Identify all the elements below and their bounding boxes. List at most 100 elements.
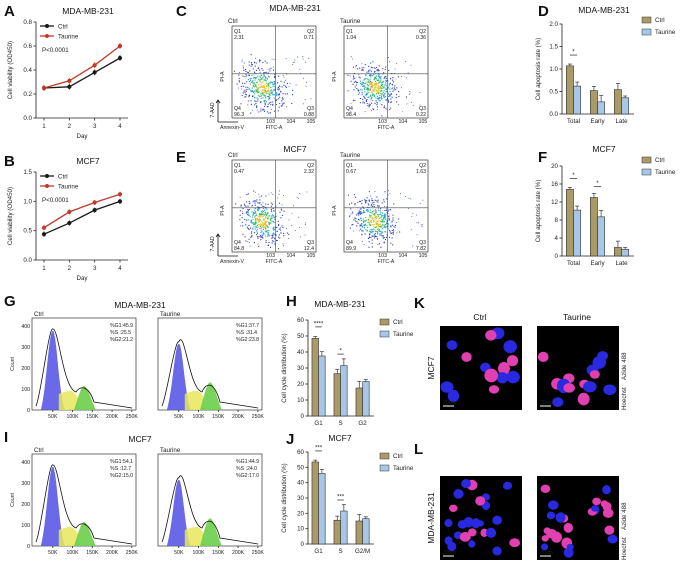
event-dot (372, 235, 374, 237)
event-dot (365, 201, 367, 203)
event-dot (263, 72, 265, 74)
legend-label: Taurine (58, 184, 79, 191)
event-dot (263, 74, 265, 76)
event-dot (370, 212, 372, 214)
s-phase (184, 391, 204, 410)
event-dot (374, 199, 376, 201)
event-dot-sparse (417, 222, 419, 224)
hist-x-tick-label: 150K (212, 414, 225, 420)
event-dot (258, 78, 260, 80)
event-dot (376, 66, 378, 68)
event-dot-sparse (302, 103, 304, 105)
event-dot-sparse (306, 191, 308, 193)
event-dot (387, 93, 389, 95)
event-dot (239, 219, 241, 221)
event-dot (251, 222, 253, 224)
event-dot (366, 87, 368, 89)
event-dot (378, 96, 380, 99)
event-dot (274, 243, 276, 245)
event-dot (358, 212, 360, 214)
event-dot (244, 82, 246, 85)
event-dot (263, 108, 265, 110)
event-dot (270, 67, 272, 69)
event-dot-sparse (278, 193, 280, 195)
event-dot (380, 223, 382, 225)
event-dot (281, 97, 284, 99)
event-dot (378, 225, 381, 228)
event-dot (367, 226, 369, 229)
event-dot (362, 230, 364, 232)
event-dot-sparse (251, 103, 253, 105)
event-dot (380, 225, 382, 227)
event-dot-sparse (249, 245, 251, 247)
event-dot (261, 78, 263, 80)
event-dot (373, 234, 375, 236)
event-dot (257, 84, 259, 86)
event-dot (260, 236, 262, 238)
x-tick-label-D: Total (567, 118, 580, 125)
event-dot (375, 100, 377, 102)
event-dot (264, 235, 267, 237)
event-dot (363, 85, 365, 87)
event-dot-sparse (421, 224, 423, 226)
event-dot (376, 91, 378, 93)
event-dot (254, 79, 256, 81)
q1-value: 2.31 (234, 35, 244, 41)
event-dot (264, 212, 267, 214)
flow-x-axis-label: FITC-A (378, 125, 395, 131)
event-dot (370, 222, 372, 224)
event-dot (376, 84, 378, 86)
event-dot (377, 199, 379, 201)
event-dot (263, 227, 265, 229)
x-axis-label-A: Day (76, 133, 88, 140)
event-dot (369, 224, 371, 226)
event-dot-sparse (285, 228, 287, 229)
event-dot (386, 79, 388, 82)
event-dot-sparse (386, 219, 388, 221)
event-dot (385, 223, 387, 225)
x-tick-label-F: Late (615, 260, 628, 267)
event-dot (277, 94, 279, 96)
q3-label: Q3 (307, 106, 314, 112)
event-dot-sparse (259, 219, 261, 221)
event-dot (373, 90, 375, 92)
event-dot (378, 74, 380, 76)
event-dot (363, 207, 365, 209)
event-dot (247, 71, 249, 73)
phase-stat: %S :31.4 (236, 330, 257, 336)
y-tick-label-H: 60 (297, 317, 304, 324)
event-dot (371, 86, 373, 88)
event-dot (261, 224, 263, 226)
event-dot (250, 81, 252, 83)
event-dot-sparse (268, 193, 270, 195)
event-dot (257, 218, 259, 220)
event-dot (367, 85, 369, 87)
event-dot (354, 204, 356, 206)
event-dot-sparse (383, 237, 385, 239)
event-dot (253, 200, 256, 202)
event-dot (265, 216, 267, 218)
event-dot (283, 81, 285, 83)
event-dot (383, 219, 385, 221)
event-dot (391, 229, 393, 232)
event-dot (385, 85, 387, 87)
event-dot-sparse (274, 87, 276, 89)
histogram-outline (35, 464, 133, 545)
event-dot (261, 230, 263, 232)
event-dot (266, 106, 268, 108)
event-dot (250, 219, 252, 222)
event-dot-sparse (267, 217, 269, 219)
event-dot (373, 221, 375, 223)
event-dot (358, 89, 360, 91)
event-dot (373, 226, 375, 228)
event-dot (271, 234, 273, 236)
event-dot-sparse (271, 58, 273, 60)
event-dot (257, 75, 259, 77)
event-dot (259, 215, 261, 217)
event-dot (271, 203, 274, 205)
event-dot (376, 220, 378, 222)
event-dot (379, 81, 381, 83)
event-dot-sparse (281, 204, 283, 206)
y-tick-label-B: 0.0 (23, 257, 32, 264)
event-dot (378, 85, 380, 87)
